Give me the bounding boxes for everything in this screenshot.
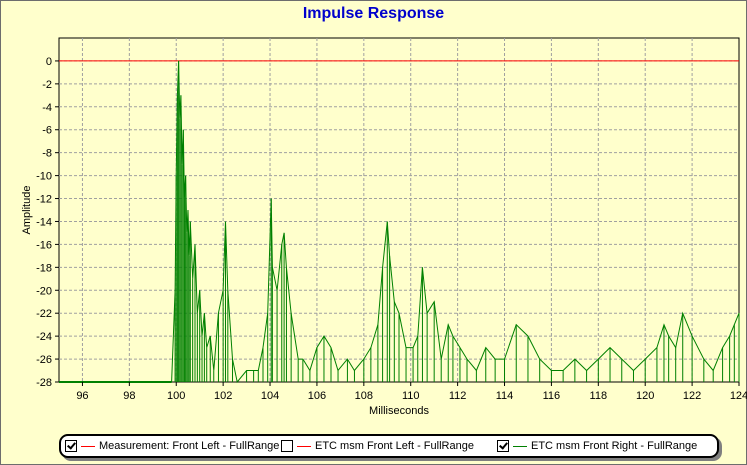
y-tick-label: -24 bbox=[36, 331, 52, 343]
legend-swatch-green bbox=[513, 445, 527, 447]
y-tick-label: -10 bbox=[36, 171, 52, 183]
x-tick-label: 120 bbox=[636, 390, 654, 402]
x-tick-label: 124 bbox=[730, 390, 747, 402]
y-tick-label: -22 bbox=[36, 308, 52, 320]
legend-label: ETC msm Front Left - FullRange bbox=[315, 440, 474, 452]
x-tick-label: 108 bbox=[355, 390, 373, 402]
x-tick-label: 96 bbox=[76, 390, 88, 402]
legend-item-etc-front-right[interactable]: ETC msm Front Right - FullRange bbox=[497, 439, 697, 453]
x-tick-label: 112 bbox=[449, 390, 467, 402]
y-tick-label: -26 bbox=[36, 354, 52, 366]
legend-swatch-red bbox=[81, 445, 95, 447]
y-tick-label: -20 bbox=[36, 285, 52, 297]
x-tick-label: 102 bbox=[214, 390, 232, 402]
y-tick-label: -16 bbox=[36, 239, 52, 251]
x-tick-label: 118 bbox=[590, 390, 608, 402]
legend-label: Measurement: Front Left - FullRange bbox=[99, 440, 280, 452]
y-tick-label: -14 bbox=[36, 216, 52, 228]
legend: Measurement: Front Left - FullRange ETC … bbox=[59, 434, 719, 458]
legend-item-etc-front-left[interactable]: ETC msm Front Left - FullRange bbox=[281, 439, 474, 453]
legend-item-measurement-front-left[interactable]: Measurement: Front Left - FullRange bbox=[65, 439, 279, 453]
x-axis-label: Milliseconds bbox=[369, 405, 429, 417]
series-etc-front-right bbox=[59, 60, 740, 384]
y-tick-label: 0 bbox=[46, 56, 52, 68]
series-layer bbox=[59, 60, 740, 384]
chart-title: Impulse Response bbox=[302, 5, 445, 22]
x-tick-label: 116 bbox=[543, 390, 561, 402]
y-tick-label: -2 bbox=[42, 79, 52, 91]
y-tick-label: -18 bbox=[36, 262, 52, 274]
series-line bbox=[171, 60, 740, 384]
y-tick-label: -28 bbox=[36, 377, 52, 389]
y-tick-label: -6 bbox=[42, 125, 52, 137]
x-tick-label: 98 bbox=[123, 390, 135, 402]
legend-label: ETC msm Front Right - FullRange bbox=[531, 440, 698, 452]
x-tick-label: 104 bbox=[261, 390, 279, 402]
y-axis-label: Amplitude bbox=[21, 186, 33, 235]
legend-checkbox-etc-front-right[interactable] bbox=[497, 440, 509, 452]
x-tick-label: 122 bbox=[683, 390, 701, 402]
legend-swatch-red bbox=[297, 445, 311, 447]
x-tick-label: 110 bbox=[402, 390, 420, 402]
x-tick-label: 106 bbox=[308, 390, 326, 402]
tick-labels: 96 98 100 102 104 106 108 110 112 114 116 118 120 122… bbox=[36, 56, 747, 402]
legend-checkbox-measurement[interactable] bbox=[65, 440, 77, 452]
y-tick-label: -12 bbox=[36, 194, 52, 206]
x-tick-label: 114 bbox=[496, 390, 514, 402]
y-tick-label: -4 bbox=[42, 102, 52, 114]
y-tick-label: -8 bbox=[42, 148, 52, 160]
x-tick-label: 100 bbox=[167, 390, 185, 402]
plot-area: 96 98 100 102 104 106 108 110 112 114 116 118 120 122… bbox=[21, 37, 747, 417]
legend-checkbox-etc-front-left[interactable] bbox=[281, 440, 293, 452]
